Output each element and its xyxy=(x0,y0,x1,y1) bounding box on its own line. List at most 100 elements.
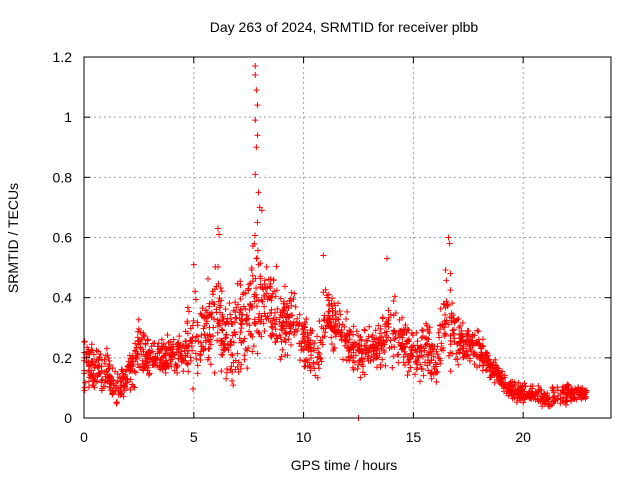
data-point xyxy=(107,387,114,394)
data-point xyxy=(396,328,403,335)
data-point xyxy=(447,368,454,375)
data-point xyxy=(232,299,239,306)
data-point xyxy=(245,344,252,351)
data-point xyxy=(237,306,244,313)
data-point xyxy=(373,352,380,359)
data-point xyxy=(450,331,457,338)
data-point xyxy=(276,318,283,325)
data-point xyxy=(156,364,163,371)
data-point xyxy=(146,370,153,377)
grid-lines xyxy=(84,57,611,418)
data-point xyxy=(223,331,230,338)
data-point xyxy=(317,355,324,362)
data-point xyxy=(273,316,280,323)
data-point xyxy=(361,326,368,333)
data-point xyxy=(254,350,261,357)
data-point xyxy=(127,376,134,383)
data-point xyxy=(494,370,501,377)
data-point xyxy=(127,386,134,393)
data-point xyxy=(159,366,166,373)
data-point xyxy=(559,394,566,401)
y-tick-label: 1.2 xyxy=(53,49,73,65)
data-point xyxy=(92,374,99,381)
data-point xyxy=(244,365,251,372)
data-point xyxy=(187,354,194,361)
data-point xyxy=(162,352,169,359)
data-point xyxy=(193,355,200,362)
data-point xyxy=(575,384,582,391)
data-point xyxy=(218,368,225,375)
data-point xyxy=(276,332,283,339)
data-point xyxy=(359,369,366,376)
data-point xyxy=(428,342,435,349)
data-point xyxy=(475,336,482,343)
data-point xyxy=(272,293,279,300)
data-point xyxy=(273,335,280,342)
data-point xyxy=(334,315,341,322)
data-point xyxy=(189,385,196,392)
data-point xyxy=(449,350,456,357)
data-point xyxy=(271,288,278,295)
data-point xyxy=(105,374,112,381)
data-point xyxy=(231,329,238,336)
data-point xyxy=(404,338,411,345)
data-point xyxy=(92,378,99,385)
data-point xyxy=(229,332,236,339)
data-point xyxy=(548,399,555,406)
data-point xyxy=(399,345,406,352)
data-point xyxy=(172,361,179,368)
data-point xyxy=(418,326,425,333)
data-point xyxy=(241,356,248,363)
data-point xyxy=(197,310,204,317)
data-point xyxy=(281,307,288,314)
data-point xyxy=(255,329,262,336)
data-point xyxy=(577,394,584,401)
data-point xyxy=(251,291,258,298)
data-point xyxy=(180,368,187,375)
data-point xyxy=(390,330,397,337)
data-point xyxy=(267,275,274,282)
data-point xyxy=(343,357,350,364)
data-point xyxy=(272,339,279,346)
data-point xyxy=(468,348,475,355)
data-point xyxy=(192,350,199,357)
data-point xyxy=(326,322,333,329)
data-point xyxy=(249,243,256,250)
data-point xyxy=(138,336,145,343)
data-point xyxy=(253,87,260,94)
data-point xyxy=(132,369,139,376)
data-point xyxy=(417,361,424,368)
data-point xyxy=(578,388,585,395)
data-point xyxy=(292,326,299,333)
data-point xyxy=(413,359,420,366)
data-point xyxy=(253,144,260,151)
data-point xyxy=(321,333,328,340)
data-point xyxy=(521,388,528,395)
data-point xyxy=(180,357,187,364)
data-point xyxy=(364,337,371,344)
axis-ticks xyxy=(83,56,611,419)
data-point xyxy=(235,369,242,376)
data-point xyxy=(329,307,336,314)
data-point xyxy=(260,320,267,327)
data-point xyxy=(268,333,275,340)
data-point xyxy=(428,375,435,382)
data-point xyxy=(100,383,107,390)
data-point xyxy=(284,300,291,307)
data-point xyxy=(164,331,171,338)
data-point xyxy=(442,311,449,318)
data-point xyxy=(82,379,89,386)
data-point xyxy=(87,371,94,378)
data-point xyxy=(117,378,124,385)
data-point xyxy=(378,333,385,340)
data-point xyxy=(254,102,261,109)
data-point xyxy=(253,255,260,262)
data-point xyxy=(233,315,240,322)
data-point xyxy=(151,339,158,346)
data-point xyxy=(230,382,237,389)
data-point xyxy=(177,350,184,357)
data-point xyxy=(426,330,433,337)
data-point xyxy=(442,320,449,327)
data-point xyxy=(202,337,209,344)
data-point xyxy=(133,353,140,360)
